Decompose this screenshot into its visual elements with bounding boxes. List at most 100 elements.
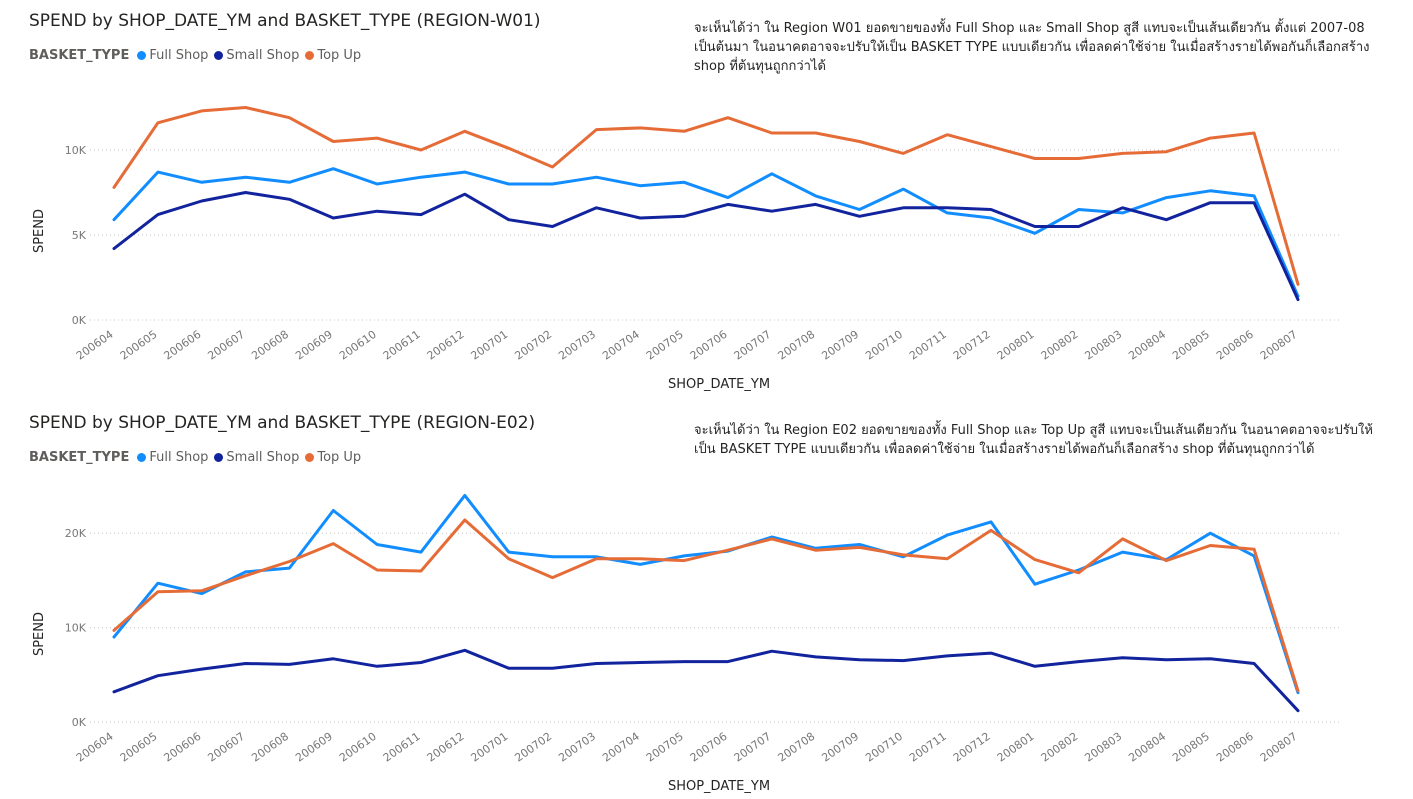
x-tick-label: 200606 xyxy=(162,730,204,765)
x-tick-label: 200610 xyxy=(337,328,379,363)
x-tick-label: 200801 xyxy=(995,730,1037,765)
chart-title: SPEND by SHOP_DATE_YM and BASKET_TYPE (R… xyxy=(29,11,541,31)
x-tick-label: 200609 xyxy=(293,730,335,765)
y-tick-label: 0K xyxy=(72,314,87,327)
x-tick-label: 200802 xyxy=(1039,730,1081,765)
x-tick-label: 200606 xyxy=(162,328,204,363)
legend-item-top-up[interactable]: Top Up xyxy=(305,450,361,465)
x-tick-label: 200608 xyxy=(249,730,291,765)
x-tick-label: 200704 xyxy=(600,730,642,765)
legend-label: Small Shop xyxy=(226,450,300,465)
annotation-text: จะเห็นได้ว่า ใน Region W01 ยอดขายของทั้ง… xyxy=(694,21,1370,74)
x-tick-label: 200804 xyxy=(1126,328,1168,363)
legend-dot-icon xyxy=(305,453,315,462)
x-tick-label: 200805 xyxy=(1170,328,1212,363)
x-tick-label: 200701 xyxy=(469,328,511,363)
legend-label: Full Shop xyxy=(149,450,209,465)
legend-title: BASKET_TYPE xyxy=(29,48,130,63)
x-tick-label: 200708 xyxy=(775,328,817,363)
y-tick-label: 10K xyxy=(65,144,87,157)
x-tick-label: 200611 xyxy=(381,328,423,363)
x-tick-label: 200604 xyxy=(74,730,116,765)
x-tick-label: 200709 xyxy=(819,730,861,765)
x-tick-label: 200702 xyxy=(512,730,554,765)
legend-item-small-shop[interactable]: Small Shop xyxy=(214,450,299,465)
x-tick-label: 200803 xyxy=(1082,328,1124,363)
legend-dot-icon xyxy=(137,51,147,60)
x-tick-label: 200711 xyxy=(907,730,949,765)
x-tick-label: 200807 xyxy=(1258,328,1300,363)
legend: BASKET_TYPE Full Shop Small Shop Top Up xyxy=(29,450,367,465)
x-tick-label: 200612 xyxy=(425,328,467,363)
x-tick-label: 200712 xyxy=(951,730,993,765)
x-tick-label: 200612 xyxy=(425,730,467,765)
x-tick-label: 200610 xyxy=(337,730,379,765)
legend-item-small-shop[interactable]: Small Shop xyxy=(214,48,299,63)
x-tick-label: 200711 xyxy=(907,328,949,363)
x-tick-label: 200701 xyxy=(469,730,511,765)
x-tick-label: 200712 xyxy=(951,328,993,363)
y-axis-label: SPEND xyxy=(32,209,47,253)
y-tick-label: 20K xyxy=(65,527,87,540)
series-line-top-up xyxy=(112,518,1300,693)
x-tick-label: 200802 xyxy=(1039,328,1081,363)
x-tick-label: 200707 xyxy=(732,328,774,363)
series-line-small-shop xyxy=(112,191,1300,302)
chart-panel-e02: SPEND by SHOP_DATE_YM and BASKET_TYPE (R… xyxy=(0,402,1413,799)
annotation-text: จะเห็นได้ว่า ใน Region E02 ยอดขายของทั้ง… xyxy=(694,423,1373,457)
x-tick-label: 200704 xyxy=(600,328,642,363)
legend-dot-icon xyxy=(214,51,224,60)
legend-item-top-up[interactable]: Top Up xyxy=(305,48,361,63)
y-tick-label: 10K xyxy=(65,622,87,635)
x-tick-label: 200605 xyxy=(118,730,160,765)
legend-item-full-shop[interactable]: Full Shop xyxy=(137,48,208,63)
x-tick-label: 200806 xyxy=(1214,730,1256,765)
x-tick-label: 200608 xyxy=(249,328,291,363)
legend-item-full-shop[interactable]: Full Shop xyxy=(137,450,208,465)
x-tick-label: 200703 xyxy=(556,730,598,765)
legend-label: Full Shop xyxy=(149,48,209,63)
x-tick-label: 200706 xyxy=(688,730,730,765)
x-tick-label: 200604 xyxy=(74,328,116,363)
y-tick-label: 5K xyxy=(72,229,87,242)
series-line-full-shop xyxy=(112,493,1300,695)
y-axis-label: SPEND xyxy=(32,612,47,656)
legend-dot-icon xyxy=(137,453,147,462)
x-tick-label: 200804 xyxy=(1126,730,1168,765)
legend-label: Top Up xyxy=(317,450,362,465)
x-tick-label: 200803 xyxy=(1082,730,1124,765)
x-tick-label: 200609 xyxy=(293,328,335,363)
x-tick-label: 200709 xyxy=(819,328,861,363)
legend-dot-icon xyxy=(214,453,224,462)
x-tick-label: 200807 xyxy=(1258,730,1300,765)
x-tick-label: 200605 xyxy=(118,328,160,363)
series-line-small-shop xyxy=(112,648,1300,713)
x-tick-label: 200706 xyxy=(688,328,730,363)
x-tick-label: 200708 xyxy=(775,730,817,765)
y-tick-label: 0K xyxy=(72,716,87,729)
x-tick-label: 200705 xyxy=(644,328,686,363)
legend-title: BASKET_TYPE xyxy=(29,450,130,465)
legend-dot-icon xyxy=(305,51,315,60)
x-tick-label: 200710 xyxy=(863,730,905,765)
x-tick-label: 200611 xyxy=(381,730,423,765)
x-tick-label: 200703 xyxy=(556,328,598,363)
series-line-full-shop xyxy=(112,167,1300,298)
legend: BASKET_TYPE Full Shop Small Shop Top Up xyxy=(29,48,367,63)
legend-label: Top Up xyxy=(317,48,362,63)
x-tick-label: 200707 xyxy=(732,730,774,765)
x-tick-label: 200806 xyxy=(1214,328,1256,363)
x-tick-label: 200805 xyxy=(1170,730,1212,765)
x-tick-label: 200801 xyxy=(995,328,1037,363)
legend-label: Small Shop xyxy=(226,48,300,63)
x-tick-label: 200607 xyxy=(205,730,247,765)
x-tick-label: 200705 xyxy=(644,730,686,765)
chart-panel-w01: SPEND by SHOP_DATE_YM and BASKET_TYPE (R… xyxy=(0,0,1413,400)
x-tick-label: 200702 xyxy=(512,328,554,363)
chart-title: SPEND by SHOP_DATE_YM and BASKET_TYPE (R… xyxy=(29,413,536,433)
series-line-top-up xyxy=(112,106,1300,286)
x-axis-label: SHOP_DATE_YM xyxy=(668,377,770,392)
x-tick-label: 200710 xyxy=(863,328,905,363)
